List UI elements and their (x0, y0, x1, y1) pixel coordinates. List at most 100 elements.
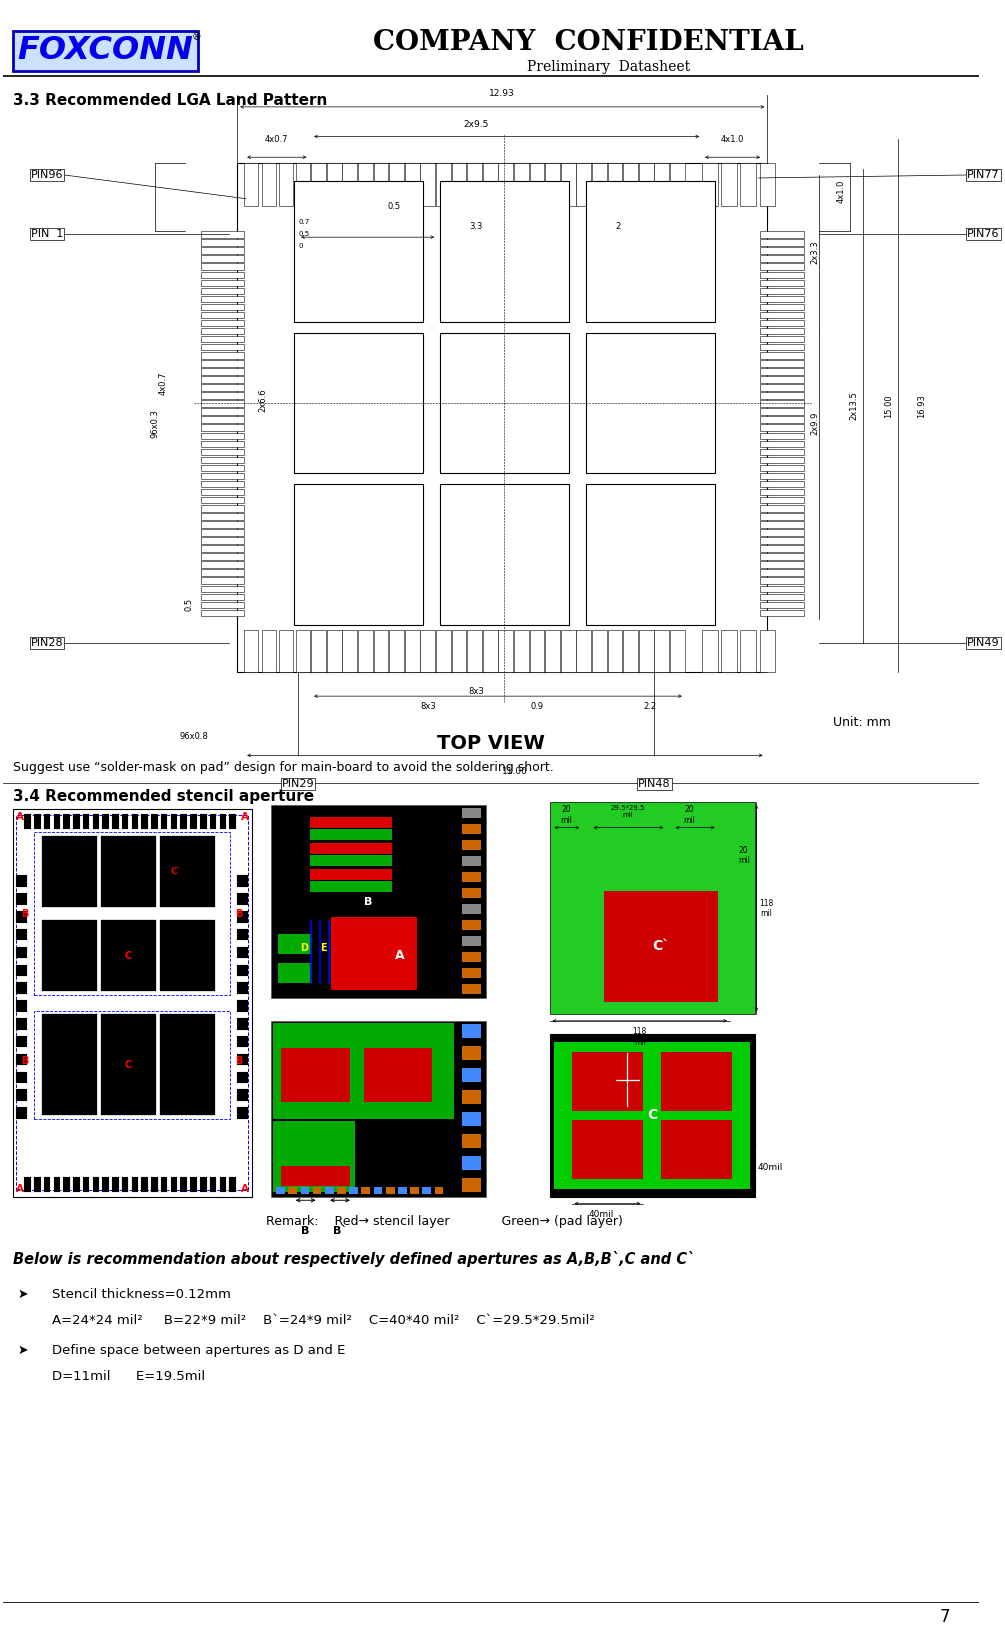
Bar (461, 984, 481, 994)
Bar (113, 1177, 119, 1192)
Text: A: A (395, 949, 405, 963)
Bar (201, 561, 244, 568)
Text: FOXCONN: FOXCONN (17, 36, 193, 67)
Bar (271, 1021, 486, 1197)
Text: 0.5: 0.5 (387, 201, 400, 211)
Bar (310, 881, 392, 892)
Bar (201, 512, 244, 519)
Bar (201, 319, 244, 326)
Bar (261, 630, 275, 673)
Bar (16, 815, 248, 1190)
Bar (229, 814, 236, 828)
Bar (201, 578, 244, 584)
Bar (237, 928, 248, 940)
Bar (281, 1048, 350, 1102)
Bar (237, 964, 248, 976)
Bar (461, 1179, 481, 1192)
Bar (410, 1187, 419, 1193)
Bar (181, 1177, 187, 1192)
Bar (82, 1177, 89, 1192)
Bar (244, 630, 258, 673)
Bar (608, 164, 622, 206)
Bar (461, 840, 481, 850)
Bar (325, 1187, 334, 1193)
Text: ➤: ➤ (17, 1344, 28, 1357)
Text: 4x0.7: 4x0.7 (264, 136, 288, 144)
Bar (761, 352, 804, 359)
Bar (761, 239, 804, 246)
Text: 0: 0 (298, 242, 303, 249)
Bar (761, 272, 804, 278)
Bar (16, 912, 27, 923)
Bar (273, 1023, 453, 1120)
Bar (103, 1177, 109, 1192)
Bar (358, 164, 373, 206)
Bar (201, 537, 244, 543)
Bar (761, 408, 804, 414)
Bar (122, 814, 129, 828)
Bar (461, 807, 481, 817)
Bar (761, 280, 804, 286)
Bar (237, 1000, 248, 1012)
Text: 15.00: 15.00 (884, 395, 893, 417)
Bar (592, 630, 607, 673)
Text: Suggest use “solder-mask on pad” design for main-board to avoid the soldering sh: Suggest use “solder-mask on pad” design … (12, 761, 554, 774)
Text: 16.93: 16.93 (917, 395, 926, 417)
Bar (761, 416, 804, 422)
Bar (761, 368, 804, 375)
Text: PIN77: PIN77 (967, 170, 1000, 180)
Text: A: A (15, 1184, 23, 1193)
Bar (482, 630, 497, 673)
Bar (273, 1121, 355, 1192)
Text: Preliminary  Datasheet: Preliminary Datasheet (527, 61, 689, 74)
Bar (100, 837, 156, 907)
Bar (761, 393, 804, 399)
Bar (420, 630, 435, 673)
Bar (374, 1187, 382, 1193)
Bar (201, 255, 244, 262)
Text: B: B (302, 1226, 310, 1236)
Bar (761, 498, 804, 504)
Bar (327, 164, 342, 206)
Bar (310, 843, 392, 853)
Text: ➤: ➤ (17, 1288, 28, 1301)
Text: C: C (125, 1059, 132, 1069)
Bar (271, 805, 486, 999)
Bar (201, 352, 244, 359)
Bar (467, 630, 482, 673)
Bar (670, 164, 684, 206)
Bar (190, 814, 197, 828)
Bar (702, 630, 718, 673)
Bar (201, 311, 244, 318)
Bar (434, 1187, 443, 1193)
Bar (761, 578, 804, 584)
Text: PIN76: PIN76 (967, 229, 1000, 239)
Bar (16, 894, 27, 905)
Bar (461, 1025, 481, 1038)
Bar (237, 1089, 248, 1100)
Bar (670, 630, 684, 673)
Bar (761, 344, 804, 350)
Bar (296, 630, 311, 673)
Bar (310, 855, 392, 866)
Bar (142, 814, 148, 828)
Bar (405, 164, 419, 206)
Text: 118
mil: 118 mil (632, 1028, 647, 1046)
Bar (389, 164, 404, 206)
Text: 4x0.7: 4x0.7 (159, 372, 168, 396)
Bar (237, 982, 248, 994)
Bar (530, 630, 545, 673)
Bar (296, 164, 311, 206)
Bar (237, 1054, 248, 1066)
Bar (761, 465, 804, 471)
Bar (310, 828, 392, 840)
Bar (201, 368, 244, 375)
Bar (34, 814, 40, 828)
Bar (293, 332, 423, 473)
Text: C: C (647, 1108, 657, 1123)
Bar (161, 814, 168, 828)
Text: B: B (21, 909, 29, 918)
Bar (761, 561, 804, 568)
Bar (337, 1187, 346, 1193)
Text: 2x3.3: 2x3.3 (811, 241, 820, 264)
